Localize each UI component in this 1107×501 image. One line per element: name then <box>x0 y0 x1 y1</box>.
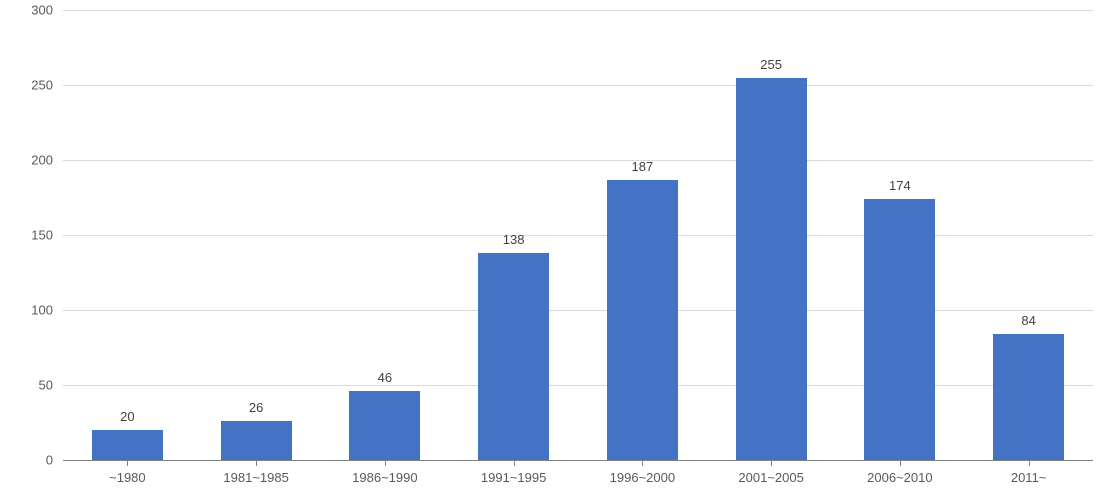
bar-value-label: 174 <box>889 178 911 193</box>
y-tick-label: 0 <box>3 453 53 468</box>
x-tick-mark <box>642 460 643 466</box>
bar <box>478 253 549 460</box>
bar <box>92 430 163 460</box>
x-tick-mark <box>256 460 257 466</box>
x-axis-line <box>63 460 1093 461</box>
y-tick-label: 150 <box>3 228 53 243</box>
x-tick-label: 2011~ <box>1011 470 1047 485</box>
x-tick-label: 2001~2005 <box>738 470 803 485</box>
bar <box>221 421 292 460</box>
bar-value-label: 138 <box>503 232 525 247</box>
bar <box>736 78 807 461</box>
gridline <box>63 310 1093 311</box>
x-tick-label: 2006~2010 <box>867 470 932 485</box>
gridline <box>63 160 1093 161</box>
x-tick-mark <box>900 460 901 466</box>
y-tick-label: 200 <box>3 153 53 168</box>
bar-value-label: 20 <box>120 409 134 424</box>
x-tick-label: 1986~1990 <box>352 470 417 485</box>
x-tick-label: 1981~1985 <box>223 470 288 485</box>
x-tick-label: ~1980 <box>109 470 146 485</box>
bar <box>607 180 678 461</box>
gridline <box>63 10 1093 11</box>
bar <box>349 391 420 460</box>
gridline <box>63 85 1093 86</box>
y-tick-label: 300 <box>3 3 53 18</box>
x-tick-mark <box>1029 460 1030 466</box>
plot-area: 05010015020025030020~1980261981~19854619… <box>63 10 1093 460</box>
y-tick-label: 100 <box>3 303 53 318</box>
gridline <box>63 385 1093 386</box>
bar-value-label: 26 <box>249 400 263 415</box>
bar-value-label: 255 <box>760 57 782 72</box>
bar <box>864 199 935 460</box>
x-tick-label: 1991~1995 <box>481 470 546 485</box>
x-tick-mark <box>514 460 515 466</box>
bar <box>993 334 1064 460</box>
bar-chart: 0 50 100 150 200 250 300 20 ~1980 26 1981~1985 46 19… <box>0 0 1107 501</box>
x-tick-label: 1996~2000 <box>610 470 675 485</box>
bar-value-label: 84 <box>1021 313 1035 328</box>
gridline <box>63 235 1093 236</box>
bar-value-label: 187 <box>632 159 654 174</box>
x-tick-mark <box>127 460 128 466</box>
bar-value-label: 46 <box>378 370 392 385</box>
y-tick-label: 250 <box>3 78 53 93</box>
x-tick-mark <box>385 460 386 466</box>
y-tick-label: 50 <box>3 378 53 393</box>
x-tick-mark <box>771 460 772 466</box>
